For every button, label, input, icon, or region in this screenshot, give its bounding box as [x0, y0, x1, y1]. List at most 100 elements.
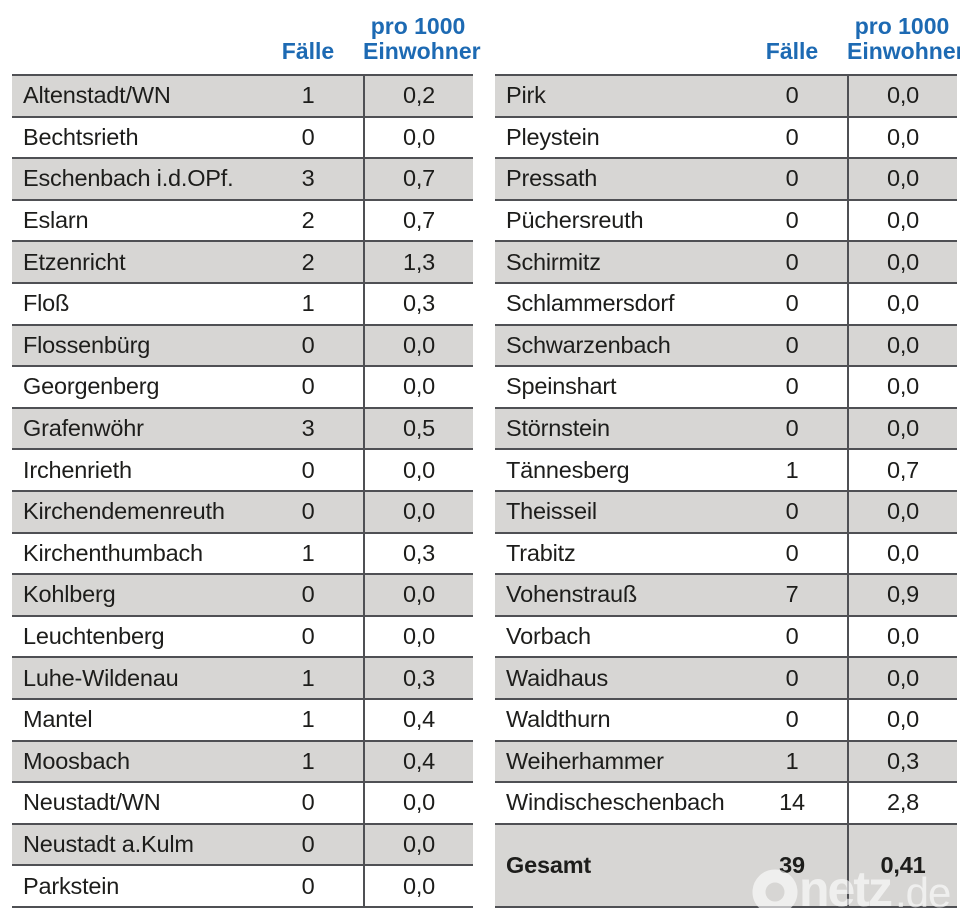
total-row: Gesamt 39 0,41: [495, 824, 957, 908]
table-row: Theisseil 0 0,0: [495, 491, 957, 534]
per1000-header-line1: pro 1000: [854, 13, 950, 40]
table-row: Weiherhammer 1 0,3: [495, 741, 957, 784]
table-row: Waidhaus 0 0,0: [495, 658, 957, 700]
cases-value: 3: [301, 165, 315, 192]
cases-value: 1: [301, 706, 315, 733]
table-row: Schlammersdorf 0 0,0: [495, 283, 957, 326]
per-1000-value: 0,0: [847, 159, 957, 199]
per-1000-value: 0,4: [363, 741, 473, 782]
municipality-name: Altenstadt/WN: [23, 82, 171, 109]
cases-value: 0: [301, 123, 315, 150]
cases-value: 0: [785, 706, 799, 733]
cases-value: 0: [785, 207, 799, 234]
table-row: Pleystein 0 0,0: [495, 117, 957, 160]
cases-value: 0: [785, 82, 799, 109]
left-table-body: Altenstadt/WN 1 0,2 Bechtsrieth 0 0,0 Es…: [12, 74, 473, 908]
cases-value: 1: [301, 539, 315, 566]
table-row: Flossenbürg 0 0,0: [12, 325, 473, 368]
table-row: Bechtsrieth 0 0,0: [12, 117, 473, 160]
municipality-name: Störnstein: [506, 415, 610, 442]
per-1000-value: 0,7: [847, 450, 957, 490]
cases-value: 14: [779, 789, 805, 816]
tables-container: Fälle pro 1000 Einwohner Altenstadt/WN 1…: [12, 0, 960, 908]
municipality-name: Moosbach: [23, 747, 130, 774]
cases-value: 0: [785, 248, 799, 275]
right-table: Fälle pro 1000 Einwohner Pirk 0 0,0 Pley…: [495, 0, 960, 908]
cases-value: 0: [301, 830, 315, 857]
cases-value: 3: [301, 415, 315, 442]
per-1000-value: 0,3: [363, 283, 473, 324]
column-header-per1000: pro 1000 Einwohner: [847, 13, 960, 64]
left-table-header: Fälle pro 1000 Einwohner: [12, 0, 481, 74]
per-1000-value: 0,0: [847, 658, 957, 698]
table-row: Leuchtenberg 0 0,0: [12, 616, 473, 659]
cases-value: 0: [785, 498, 799, 525]
table-row: Schwarzenbach 0 0,0: [495, 325, 957, 368]
municipality-name: Grafenwöhr: [23, 415, 144, 442]
cases-value: 0: [785, 539, 799, 566]
table-row: Kirchenthumbach 1 0,3: [12, 533, 473, 576]
per-1000-value: 0,0: [847, 325, 957, 366]
cases-value: 1: [301, 747, 315, 774]
municipality-name: Floß: [23, 290, 70, 317]
per-1000-value: 0,3: [363, 658, 473, 698]
table-row: Eschenbach i.d.OPf. 3 0,7: [12, 159, 473, 201]
table-row: Altenstadt/WN 1 0,2: [12, 76, 473, 118]
table-row: Vorbach 0 0,0: [495, 616, 957, 659]
municipality-name: Flossenbürg: [23, 331, 151, 358]
municipality-name: Kirchendemenreuth: [23, 498, 225, 525]
per1000-header-line2: Einwohner: [363, 38, 481, 65]
municipality-name: Eschenbach i.d.OPf.: [23, 165, 234, 192]
per-1000-value: 1,3: [363, 242, 473, 282]
municipality-name: Pleystein: [506, 123, 600, 150]
municipality-name: Bechtsrieth: [23, 123, 139, 150]
cases-value: 0: [785, 331, 799, 358]
cases-value: 1: [301, 664, 315, 691]
table-row: Moosbach 1 0,4: [12, 741, 473, 784]
per-1000-value: 0,0: [847, 242, 957, 282]
per-1000-value: 0,0: [363, 866, 473, 906]
municipality-name: Waidhaus: [506, 664, 609, 691]
municipality-name: Schwarzenbach: [506, 331, 671, 358]
per-1000-value: 0,0: [847, 117, 957, 158]
municipality-name: Tännesberg: [506, 456, 630, 483]
municipality-name: Georgenberg: [23, 373, 160, 400]
municipality-name: Parkstein: [23, 872, 120, 899]
table-row: Tännesberg 1 0,7: [495, 450, 957, 492]
municipality-name: Püchersreuth: [506, 207, 644, 234]
municipality-name: Etzenricht: [23, 248, 126, 275]
per-1000-value: 0,0: [363, 367, 473, 407]
column-header-cases: Fälle: [765, 38, 819, 65]
cases-value: 0: [301, 331, 315, 358]
per-1000-value: 0,0: [363, 450, 473, 490]
per-1000-value: 0,0: [847, 367, 957, 407]
per-1000-value: 0,0: [363, 117, 473, 158]
per-1000-value: 2,8: [847, 783, 957, 823]
per-1000-value: 0,0: [363, 325, 473, 366]
municipality-name: Mantel: [23, 706, 93, 733]
table-row: Floß 1 0,3: [12, 283, 473, 326]
per-1000-value: 0,0: [847, 616, 957, 657]
per-1000-value: 0,5: [363, 408, 473, 449]
per-1000-value: 0,2: [363, 76, 473, 116]
table-row: Störnstein 0 0,0: [495, 408, 957, 451]
table-row: Georgenberg 0 0,0: [12, 367, 473, 409]
table-row: Vohenstrauß 7 0,9: [495, 575, 957, 617]
per-1000-value: 0,0: [847, 491, 957, 532]
municipality-name: Irchenrieth: [23, 456, 132, 483]
cases-value: 0: [785, 415, 799, 442]
cases-value: 1: [785, 747, 799, 774]
per-1000-value: 0,0: [847, 699, 957, 740]
column-header-cases: Fälle: [281, 38, 335, 65]
municipality-name: Eslarn: [23, 207, 89, 234]
table-row: Schirmitz 0 0,0: [495, 242, 957, 284]
left-table: Fälle pro 1000 Einwohner Altenstadt/WN 1…: [12, 0, 481, 908]
cases-value: 1: [301, 290, 315, 317]
table-row: Parkstein 0 0,0: [12, 866, 473, 908]
per-1000-value: 0,0: [363, 575, 473, 615]
per-1000-value: 0,0: [847, 533, 957, 574]
per-1000-value: 0,0: [363, 616, 473, 657]
total-per-1000-value: 0,41: [847, 824, 957, 906]
municipality-name: Luhe-Wildenau: [23, 664, 179, 691]
